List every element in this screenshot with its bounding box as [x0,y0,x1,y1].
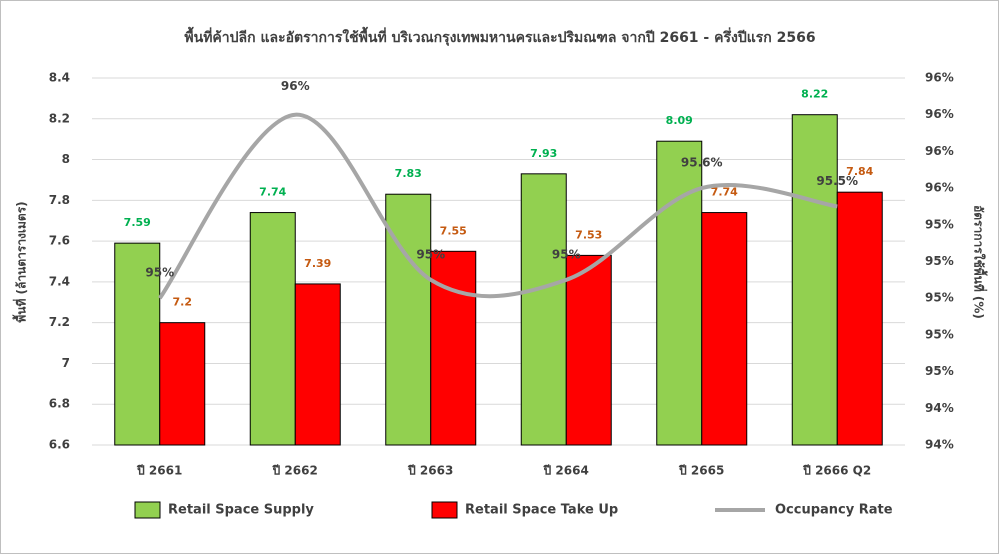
data-label: 95.5% [816,174,858,188]
y2-tick-label: 94% [925,438,954,452]
data-label: 95% [416,247,445,261]
x-tick-label: ปี 2664 [543,464,589,478]
data-label: 8.09 [666,114,693,127]
y2-axis-label: อัตราการใช้พื้นที่ (%) [972,205,989,319]
y-tick-label: 7.8 [49,193,70,207]
y-tick-label: 7.4 [49,274,70,288]
y2-tick-label: 95% [925,327,954,341]
x-tick-label: ปี 2663 [408,464,454,478]
x-tick-label: ปี 2662 [272,464,318,478]
y2-tick-label: 95% [925,217,954,231]
legend-swatch [431,501,458,519]
y2-tick-label: 96% [925,144,954,158]
data-label: 7.74 [259,186,286,199]
bar [249,212,296,446]
y2-tick-label: 95% [925,291,954,305]
data-label: 7.53 [575,228,602,241]
legend-swatch [134,501,161,519]
data-label: 8.22 [801,88,828,101]
y-tick-label: 7.6 [49,234,70,248]
bar [294,283,341,446]
data-label: 96% [281,79,310,93]
data-label: 7.83 [395,167,422,180]
bar [159,322,206,446]
bar [656,140,703,446]
legend-label: Occupancy Rate [775,503,893,518]
y2-tick-label: 95% [925,364,954,378]
y2-tick-label: 94% [925,401,954,415]
x-tick-label: ปี 2666 Q2 [803,464,871,478]
line [158,112,838,300]
data-label: 7.93 [530,147,557,160]
data-label: 95% [145,266,174,280]
y-tick-label: 8.2 [49,111,70,125]
legend-label: Retail Space Supply [168,503,314,518]
bar [791,114,838,446]
data-label: 7.84 [846,165,873,178]
y2-tick-label: 95% [925,254,954,268]
bar [836,191,883,446]
data-label: 7.74 [711,186,738,199]
data-label: 7.55 [440,224,467,237]
legend-label: Retail Space Take Up [465,503,618,518]
bar [520,173,567,446]
bar [114,242,161,446]
bar [701,212,748,446]
bar [430,250,477,446]
y-tick-label: 6.6 [49,438,70,452]
data-label: 95.6% [681,156,723,170]
y-tick-label: 8.4 [49,71,70,85]
x-tick-label: ปี 2661 [137,464,183,478]
chart-title: พื้นที่ค้าปลีก และอัตราการใช้พื้นที่ บริ… [184,26,815,46]
data-label: 7.2 [173,296,193,309]
x-tick-label: ปี 2665 [679,464,725,478]
data-label: 7.59 [124,216,151,229]
y2-tick-label: 96% [925,107,954,121]
y2-tick-label: 96% [925,71,954,85]
y-tick-label: 7.2 [49,315,70,329]
data-label: 7.39 [304,257,331,270]
data-label: 95% [552,247,581,261]
y2-tick-label: 96% [925,181,954,195]
y-tick-label: 8 [62,152,70,166]
y-tick-label: 7 [62,356,70,370]
y-axis-label: พื้นที่ (ล้านตารางเมตร) [12,201,29,322]
bar [565,254,612,446]
y-tick-label: 6.8 [49,397,70,411]
